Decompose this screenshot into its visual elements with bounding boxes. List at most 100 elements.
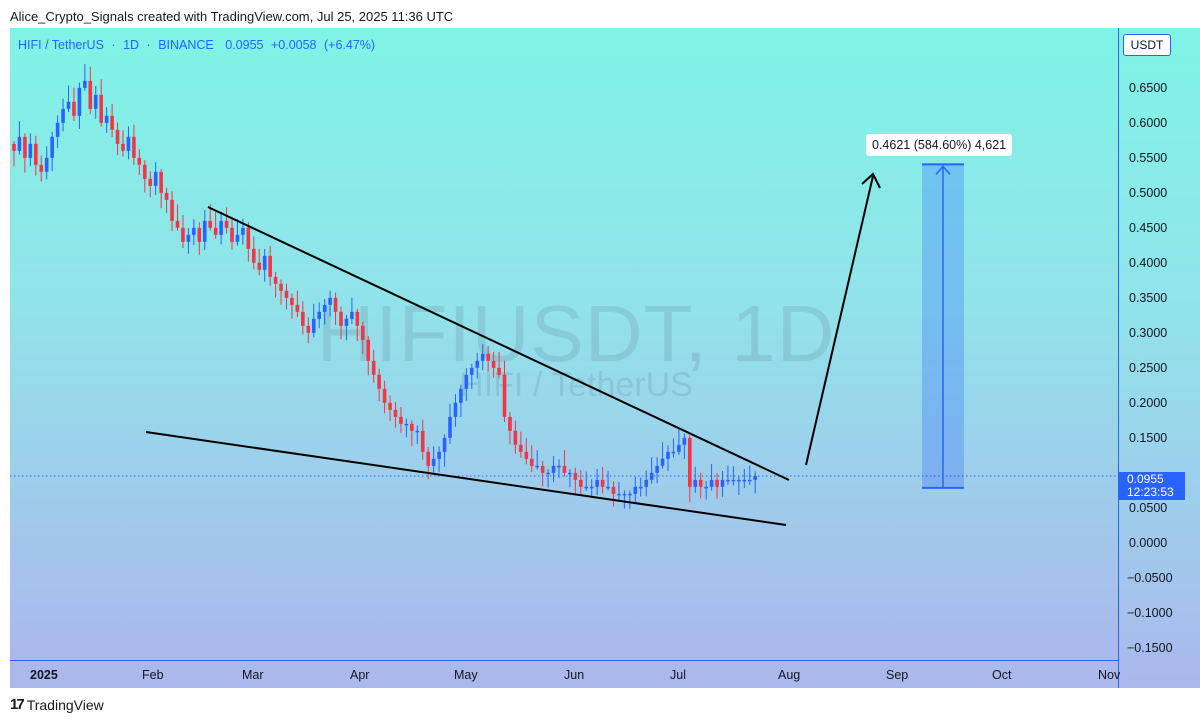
price-tick-label: 0.4500 bbox=[1129, 220, 1168, 235]
candle-body bbox=[224, 220, 229, 228]
candle-body bbox=[44, 157, 49, 172]
candle-body bbox=[677, 444, 681, 452]
candle-body bbox=[17, 136, 22, 151]
candle-body bbox=[426, 451, 430, 466]
candle-body bbox=[28, 143, 33, 158]
candle-body bbox=[698, 479, 703, 487]
candle-body bbox=[459, 388, 463, 403]
candle-body bbox=[159, 171, 163, 193]
currency-unit-button[interactable]: USDT bbox=[1123, 34, 1171, 56]
candle-body bbox=[671, 451, 676, 454]
price-tick-label: 0.3500 bbox=[1129, 290, 1168, 305]
candle-body bbox=[513, 430, 518, 445]
time-tick-label: Sep bbox=[886, 668, 909, 682]
lower-trendline bbox=[145, 431, 787, 526]
candle-body bbox=[497, 367, 501, 375]
candle-body bbox=[83, 80, 87, 88]
tradingview-logo-icon: 17 bbox=[10, 696, 25, 713]
candle-body bbox=[72, 101, 76, 116]
candle-body bbox=[584, 486, 589, 489]
candle-body bbox=[12, 143, 16, 151]
candle-body bbox=[540, 465, 545, 473]
candle-body bbox=[132, 136, 136, 158]
candle-body bbox=[655, 465, 659, 473]
symbol-sep-1: · bbox=[111, 38, 116, 52]
time-axis[interactable]: 2025 Feb Mar Apr May Jun Jul Aug Sep Oct Nov bbox=[10, 660, 1120, 689]
candle-body bbox=[731, 479, 736, 482]
tradingview-brand: TradingView bbox=[26, 696, 104, 713]
candle-body bbox=[688, 437, 692, 487]
price-tick-label: 0.2500 bbox=[1129, 360, 1168, 375]
price-tick-label: 0.6000 bbox=[1129, 115, 1168, 130]
candle-body bbox=[273, 276, 278, 284]
candle-body bbox=[720, 479, 725, 487]
candle-body bbox=[491, 360, 496, 368]
candle-body bbox=[93, 94, 98, 109]
breakout-arrow-line bbox=[805, 175, 874, 466]
time-tick-label: Mar bbox=[242, 668, 264, 682]
candle-body bbox=[104, 115, 109, 123]
candle-body bbox=[660, 458, 665, 466]
candle-body bbox=[23, 136, 27, 158]
candle-body bbox=[382, 388, 387, 403]
candle-body bbox=[126, 136, 131, 151]
candle-body bbox=[186, 234, 191, 242]
candle-body bbox=[241, 227, 245, 235]
candle-body bbox=[715, 479, 719, 487]
candle-body bbox=[682, 437, 687, 445]
price-tick-label: 0.5500 bbox=[1129, 150, 1168, 165]
candle-body bbox=[110, 115, 114, 130]
price-tick-label: 0.3000 bbox=[1129, 325, 1168, 340]
candle-body bbox=[589, 486, 594, 489]
price-range-label[interactable]: 0.4621 (584.60%) 4,621 bbox=[866, 134, 1013, 156]
tradingview-logo[interactable]: 17 TradingView bbox=[10, 696, 104, 713]
price-tick-label: 0.4000 bbox=[1129, 255, 1168, 270]
candle-body bbox=[470, 367, 474, 375]
price-tick-label: 0.0000 bbox=[1129, 535, 1168, 550]
time-tick-label: May bbox=[454, 668, 478, 682]
time-tick-label: Apr bbox=[350, 668, 370, 682]
candle-body bbox=[170, 199, 174, 221]
chart-pane[interactable]: HIFI / TetherUS · 1D · BINANCE 0.0955 +0… bbox=[10, 28, 1118, 660]
candle-body bbox=[279, 283, 283, 291]
candle-body bbox=[579, 479, 583, 487]
symbol-name[interactable]: HIFI / TetherUS bbox=[18, 38, 104, 52]
candle-body bbox=[121, 143, 125, 151]
candle-body bbox=[388, 402, 392, 410]
upper-trendline bbox=[207, 206, 790, 481]
candle-body bbox=[557, 465, 561, 468]
price-tick-label: −0.1500 bbox=[1127, 640, 1173, 655]
price-tick-label: 0.2000 bbox=[1129, 395, 1168, 410]
candle-body bbox=[88, 80, 93, 109]
candle-body bbox=[257, 262, 262, 270]
candle-body bbox=[519, 444, 523, 452]
candle-body bbox=[442, 437, 447, 452]
candle-body bbox=[115, 129, 120, 144]
candle-body bbox=[262, 255, 267, 270]
candle-body bbox=[529, 458, 534, 466]
candle-body bbox=[371, 360, 376, 375]
candle-body bbox=[317, 311, 321, 319]
time-tick-label: Jul bbox=[670, 668, 686, 682]
current-price-tag: 0.0955 12:23:53 bbox=[1119, 472, 1185, 500]
candle-body bbox=[164, 192, 169, 200]
candle-body bbox=[361, 325, 365, 340]
candle-body bbox=[480, 353, 485, 361]
candle-body bbox=[415, 430, 420, 433]
candle-body bbox=[709, 479, 714, 487]
candle-body bbox=[252, 248, 256, 263]
watermark-symbol: HIFIUSDT, 1D bbox=[316, 289, 836, 378]
candle-body bbox=[611, 486, 616, 494]
candle-body bbox=[295, 304, 300, 312]
time-tick-label: 2025 bbox=[30, 668, 58, 682]
footer: 17 TradingView bbox=[0, 688, 1200, 722]
candle-body bbox=[328, 297, 332, 305]
candle-body bbox=[726, 479, 730, 482]
candle-body bbox=[475, 360, 480, 368]
symbol-change: +0.0058 bbox=[270, 38, 317, 52]
price-tick-label: 0.6500 bbox=[1129, 80, 1168, 95]
candle-body bbox=[535, 465, 539, 468]
candle-body bbox=[197, 227, 202, 242]
symbol-interval[interactable]: 1D bbox=[123, 38, 140, 52]
price-axis[interactable]: 0.6500 0.6000 0.5500 0.5000 0.4500 0.4000 0.35… bbox=[1118, 28, 1200, 688]
